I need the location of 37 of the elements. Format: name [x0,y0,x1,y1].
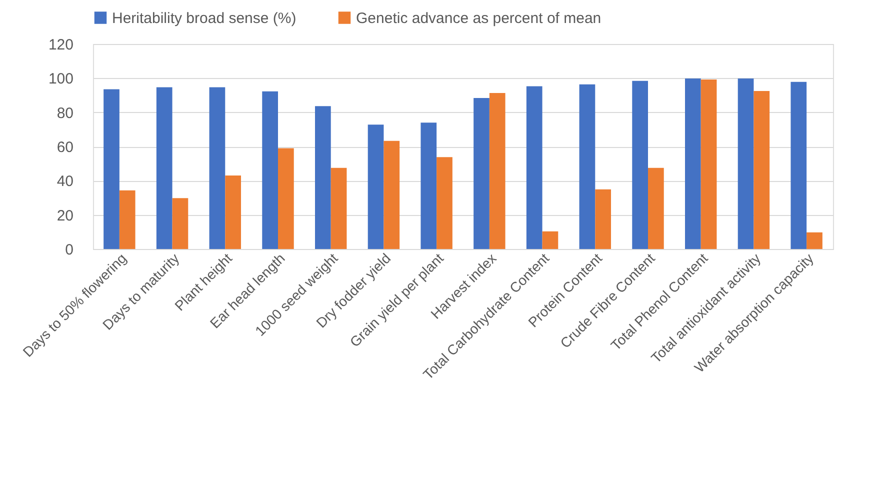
bar [368,124,384,249]
bar [738,78,754,249]
bar [315,106,331,249]
bar [119,190,136,249]
y-tick-label: 120 [48,36,74,54]
y-tick-label: 100 [48,70,74,88]
bar [790,82,807,249]
bar [489,93,506,249]
bar [156,87,172,249]
bar [225,176,241,249]
legend-label: Genetic advance as percent of mean [356,10,602,27]
bar [278,148,294,249]
bar [209,87,226,249]
bar [632,80,648,249]
y-tick-label: 20 [56,207,74,224]
y-tick-label: 80 [56,104,74,122]
bar [526,86,542,249]
y-tick-label: 60 [56,139,74,156]
bar [579,84,596,249]
bar [648,168,664,249]
bar [595,189,611,249]
bar [104,89,120,249]
y-tick-label: 0 [65,242,74,258]
bar [474,98,490,249]
bar [420,122,437,249]
legend-label: Heritability broad sense (%) [112,10,296,27]
bar [384,140,400,249]
bar [436,157,452,249]
bar [330,168,347,249]
bar [542,231,558,249]
bar [700,80,717,249]
bar [754,90,770,249]
bar [172,198,188,249]
bar [685,78,701,249]
y-tick-label: 40 [56,173,74,190]
bar [262,91,278,249]
bar [806,232,822,249]
